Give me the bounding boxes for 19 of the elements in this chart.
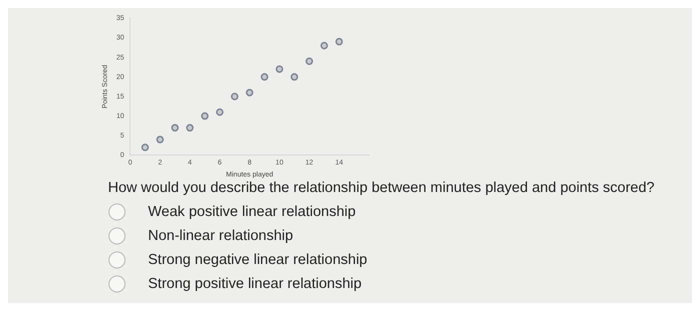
point <box>290 73 298 81</box>
point <box>230 92 238 100</box>
point <box>171 124 179 132</box>
text: Strong negative linear relationship <box>148 252 368 268</box>
point <box>320 42 328 50</box>
point <box>276 65 284 73</box>
point <box>246 88 254 96</box>
point <box>335 38 343 46</box>
point <box>306 58 314 66</box>
text: How would you describe the relationship between minutes played and points scored? <box>108 180 654 197</box>
text: Strong positive linear relationship <box>148 276 362 292</box>
point <box>156 136 164 144</box>
text: Weak positive linear relationship <box>148 204 356 220</box>
point <box>141 144 149 152</box>
point <box>186 124 194 132</box>
point <box>201 112 209 120</box>
point <box>260 73 268 81</box>
point <box>216 108 224 116</box>
text: Non-linear relationship <box>148 228 294 244</box>
